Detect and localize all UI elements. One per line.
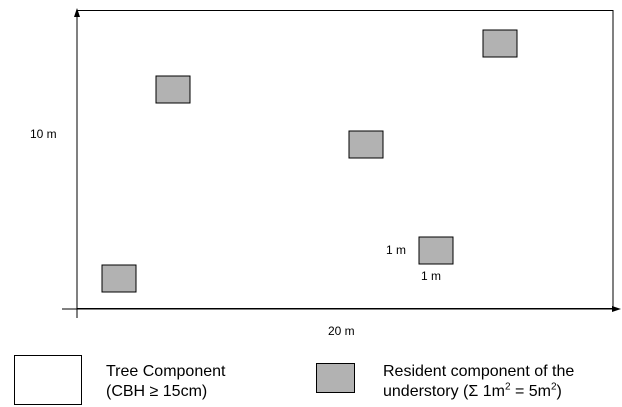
subplot-side-label: 1 m (386, 243, 406, 257)
subplot-bottom-label: 1 m (421, 269, 441, 283)
legend-tree-swatch (14, 355, 82, 405)
legend-tree-line1: Tree Component (106, 363, 226, 380)
legend-tree-line2: (CBH ≥ 15cm) (106, 383, 208, 400)
width-label: 20 m (328, 324, 355, 338)
legend-understory-line1: Resident component of the (383, 363, 575, 380)
subplot-square (482, 29, 518, 58)
subplot-square (348, 130, 384, 159)
legend-understory-line2: understory (Σ 1m2 = 5m2) (383, 381, 562, 400)
subplot-square (101, 264, 137, 293)
legend-tree-label: Tree Component (CBH ≥ 15cm) (106, 362, 225, 402)
plot-boundary (76, 10, 614, 309)
height-label: 10 m (30, 127, 57, 141)
legend-understory-swatch (316, 363, 355, 393)
y-axis-arrowhead (74, 8, 80, 17)
subplot-square (418, 236, 454, 265)
x-axis-arrowhead (612, 306, 621, 312)
legend-understory-label: Resident component of the understory (Σ … (383, 362, 574, 402)
subplot-square (155, 75, 191, 104)
